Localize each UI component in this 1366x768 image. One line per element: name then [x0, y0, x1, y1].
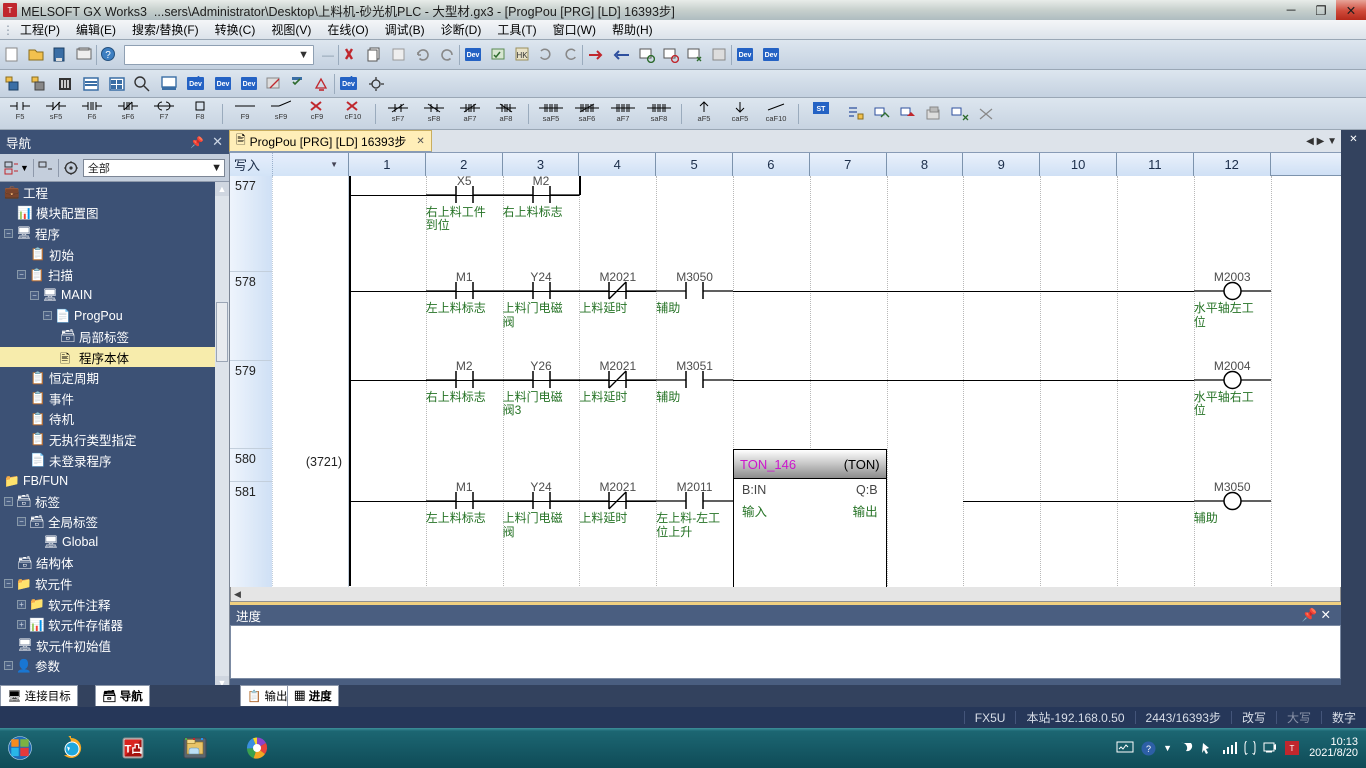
svg-text:Dev: Dev	[765, 52, 778, 59]
svg-text:?: ?	[1146, 744, 1151, 754]
svg-text:?: ?	[105, 50, 111, 61]
svg-text:▼: ▼	[196, 76, 202, 80]
svg-text:Dev: Dev	[189, 81, 202, 88]
svg-text:T: T	[1290, 744, 1295, 753]
svg-text:▼: ▼	[349, 76, 355, 80]
svg-text:HK: HK	[516, 51, 528, 60]
svg-text:Dev: Dev	[243, 81, 256, 88]
svg-text:T: T	[8, 6, 13, 15]
svg-text:Dev: Dev	[467, 52, 480, 59]
svg-text:Dev: Dev	[739, 52, 752, 59]
svg-text:Dev: Dev	[217, 81, 230, 88]
svg-text:T凸: T凸	[125, 743, 143, 756]
svg-text:ST: ST	[817, 106, 827, 113]
svg-text:Dev: Dev	[342, 81, 355, 88]
